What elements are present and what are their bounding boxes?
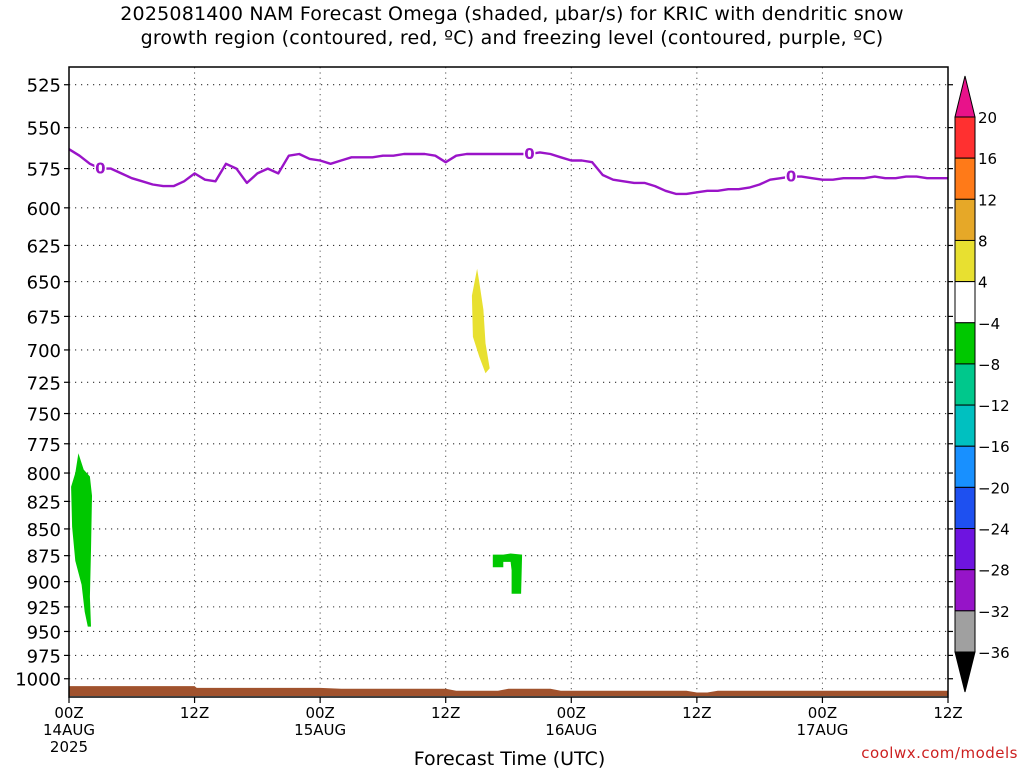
y-tick-label: 800 — [27, 464, 61, 485]
terrain-layer — [69, 686, 948, 696]
colorbar-segment — [954, 404, 976, 447]
colorbar-segment — [954, 157, 976, 200]
contour-label: 0 — [524, 145, 534, 163]
colorbar-label: −20 — [978, 479, 1010, 497]
x-tick-label: 12Z — [180, 704, 209, 722]
y-tick-label: 775 — [27, 435, 61, 456]
contour-label: 0 — [786, 168, 796, 186]
x-tick-label: 00Z — [808, 704, 837, 722]
contour-label-bg — [94, 160, 107, 176]
x-tick-date: 15AUG — [294, 721, 346, 739]
colorbar-label: −16 — [978, 438, 1010, 456]
y-tick-label: 725 — [27, 373, 61, 394]
y-tick-label: 675 — [27, 307, 61, 328]
colorbar-segment — [954, 239, 976, 283]
y-tick-label: 750 — [27, 405, 61, 426]
x-tick-label: 12Z — [933, 704, 962, 722]
colorbar-label: −12 — [978, 397, 1010, 415]
y-tick-label: 975 — [27, 646, 61, 667]
colorbar-label: 8 — [978, 232, 988, 250]
colorbar-segment — [954, 322, 976, 365]
colorbar-label: −4 — [978, 315, 1000, 333]
y-tick-label: 900 — [27, 573, 61, 594]
chart-title-line-1: 2025081400 NAM Forecast Omega (shaded, μ… — [120, 3, 904, 25]
colorbar-segment — [954, 363, 976, 406]
contour-label-bg — [523, 146, 536, 162]
y-tick-label: 700 — [27, 341, 61, 362]
y-tick-label: 625 — [27, 236, 61, 257]
plot-frame — [68, 66, 949, 698]
source-credit: coolwx.com/models — [861, 744, 1018, 762]
x-tick-label: 12Z — [682, 704, 711, 722]
colorbar-segment — [954, 610, 976, 653]
grid-lines — [69, 67, 948, 697]
colorbar-label: −36 — [978, 644, 1010, 662]
x-tick-date: 14AUG — [43, 721, 95, 739]
colorbar-label: −24 — [978, 521, 1010, 539]
x-tick-label: 00Z — [54, 704, 83, 722]
omega-shaded-region — [492, 553, 523, 594]
y-tick-label: 825 — [27, 492, 61, 513]
colorbar-label: 16 — [978, 150, 997, 168]
colorbar-label: −8 — [978, 356, 1000, 374]
x-tick-label: 12Z — [431, 704, 460, 722]
colorbar-segment — [954, 281, 976, 324]
freezing-level-line — [68, 148, 948, 196]
chart-title-line-2: growth region (contoured, red, ºC) and f… — [140, 27, 884, 49]
x-tick-label: 00Z — [305, 704, 334, 722]
colorbar-segment — [954, 116, 976, 159]
colorbar-segment — [954, 569, 976, 612]
y-tick-label: 575 — [27, 160, 61, 181]
x-tick-year: 2025 — [50, 738, 88, 756]
colorbar-segment — [954, 528, 976, 571]
y-tick-label: 525 — [27, 76, 61, 97]
colorbar-top-arrow — [954, 75, 976, 118]
colorbar: 20 16 12 8 4 −4 −8 −12 −16 −20 −24 −28 −32 −36 — [954, 75, 1010, 693]
colorbar-label: −32 — [978, 603, 1010, 621]
y-axis: 525 550 575 600 625 650 675 700 725 750 775 800 825 8… — [15, 76, 953, 691]
terrain-area — [69, 686, 948, 696]
colorbar-segment — [954, 198, 976, 241]
colorbar-label: 4 — [978, 274, 988, 292]
x-axis-label: Forecast Time (UTC) — [414, 748, 605, 768]
contour-label: 0 — [95, 160, 105, 178]
omega-shaded-region — [71, 453, 92, 627]
omega-shaded-region — [471, 268, 490, 374]
y-tick-label: 925 — [27, 598, 61, 619]
contour-label-bg — [785, 168, 798, 184]
y-tick-label: 600 — [27, 199, 61, 220]
y-tick-label: 650 — [27, 273, 61, 294]
freezing-level-layer: 0 0 0 — [68, 145, 948, 196]
x-tick-date: 16AUG — [545, 721, 597, 739]
y-tick-label: 950 — [27, 622, 61, 643]
y-tick-label: 550 — [27, 119, 61, 140]
colorbar-bottom-arrow — [954, 651, 976, 693]
y-tick-label: 875 — [27, 547, 61, 568]
colorbar-label: 20 — [978, 109, 997, 127]
colorbar-segment — [954, 445, 976, 488]
colorbar-label: 12 — [978, 191, 997, 209]
x-tick-date: 17AUG — [796, 721, 848, 739]
omega-shading-layer — [71, 268, 523, 627]
y-tick-label: 1000 — [15, 670, 61, 691]
x-tick-label: 00Z — [557, 704, 586, 722]
colorbar-segment — [954, 486, 976, 530]
colorbar-label: −28 — [978, 562, 1010, 580]
y-tick-label: 850 — [27, 520, 61, 541]
